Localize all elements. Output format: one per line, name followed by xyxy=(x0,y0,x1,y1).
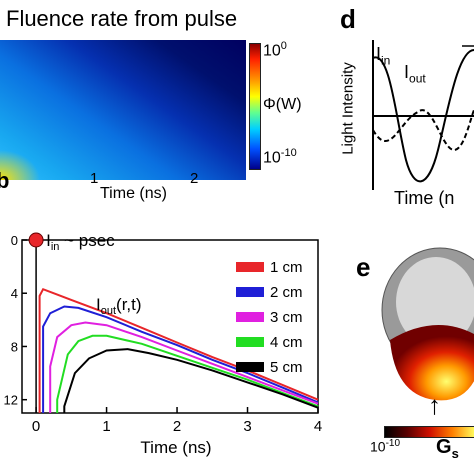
panel-e-colorbar xyxy=(384,426,474,438)
x-axis-label: Time (ns) xyxy=(140,438,211,457)
series-line xyxy=(38,287,319,413)
legend-label: 3 cm xyxy=(270,309,303,326)
heatmap-xlabel: Time (ns) xyxy=(100,185,167,202)
heatmap-panel: Fluence rate from pulse 100 Φ(W) 10-10 1… xyxy=(0,0,302,202)
panel-letter-b: b xyxy=(0,168,10,193)
panel-letter-d: d xyxy=(340,4,356,34)
legend-label: 4 cm xyxy=(270,334,303,351)
iout-annotation: Iout(r,t) xyxy=(96,295,142,317)
heatmap-colorbar xyxy=(249,43,261,170)
x-tick-label: 4 xyxy=(314,418,322,435)
x-tick-label: 1 xyxy=(102,418,110,435)
legend-swatch xyxy=(236,287,264,297)
y-tick-label: 12 xyxy=(4,393,18,408)
heatmap-title: Fluence rate from pulse xyxy=(6,6,238,31)
panel-letter-e: e xyxy=(356,252,371,282)
x-tick-label: 0 xyxy=(32,418,40,435)
panel-d-iin-label: Iin xyxy=(376,44,391,68)
y-tick-label: 0 xyxy=(11,233,18,248)
panel-d-ylabel: Light Intensity xyxy=(339,62,357,155)
series-line xyxy=(42,305,319,413)
legend-label: 5 cm xyxy=(270,359,303,376)
x-tick-label: 2 xyxy=(173,418,181,435)
heatmap-colorbar-label: Φ(W) xyxy=(263,96,302,113)
fluence-surface xyxy=(390,325,474,401)
outgoing-wave xyxy=(372,109,474,152)
x-tick-label: 3 xyxy=(243,418,251,435)
panel-d-plot xyxy=(372,40,474,190)
y-tick-label: 4 xyxy=(11,286,18,301)
panel-d-xlabel: Time (n xyxy=(394,188,455,208)
series-line xyxy=(63,348,319,413)
series-line xyxy=(56,334,319,413)
head-model xyxy=(381,247,474,401)
pulse-marker xyxy=(28,232,44,248)
incoming-wave xyxy=(372,49,474,183)
legend-swatch xyxy=(236,337,264,347)
heatmap-xtick-1: 1 xyxy=(90,170,99,187)
panel-d: d Light Intensity Iin Iout Time (n xyxy=(330,0,474,230)
heatmap-xtick-2: 2 xyxy=(190,170,199,187)
series-line xyxy=(49,321,319,413)
heatmap-colorbar-bottom-label: 10-10 xyxy=(263,147,297,167)
y-tick-label: 8 xyxy=(11,339,18,354)
iin-annotation: Iin ~ psec xyxy=(46,231,115,253)
legend-label: 1 cm xyxy=(270,259,303,276)
heatmap-image xyxy=(0,40,246,180)
arrow-icon: ↑ xyxy=(428,390,441,420)
legend-swatch xyxy=(236,312,264,322)
panel-e: e ↑ 10-10 Gs xyxy=(340,230,474,474)
head-scan-inner xyxy=(396,257,474,347)
panel-e-colorbar-min: 10-10 xyxy=(370,438,401,455)
plot-frame xyxy=(21,239,319,414)
panel-e-colorbar-label: Gs xyxy=(436,436,459,461)
legend-label: 2 cm xyxy=(270,284,303,301)
legend-swatch xyxy=(236,262,264,272)
heatmap-colorbar-top-label: 100 xyxy=(263,40,287,60)
legend-swatch xyxy=(236,362,264,372)
panel-d-iout-label: Iout xyxy=(404,62,426,86)
